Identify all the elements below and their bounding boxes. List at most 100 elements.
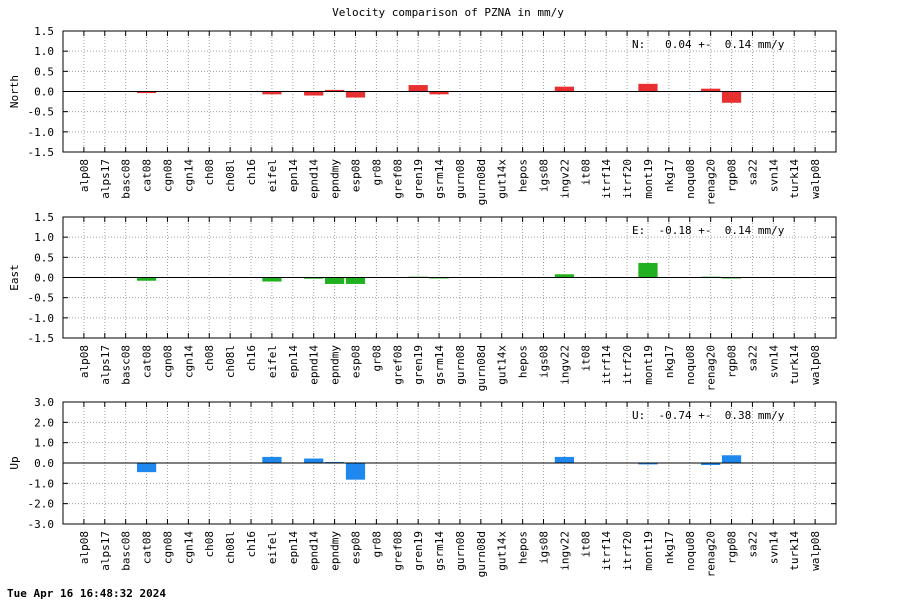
- x-tick-label: gurn08: [454, 159, 467, 199]
- bar-epndmy: [324, 277, 345, 284]
- x-tick-label: sa22: [746, 345, 759, 372]
- bar-ingv22: [554, 456, 575, 463]
- bar-esp08: [345, 277, 366, 284]
- y-tick-label: -1.5: [28, 332, 55, 345]
- x-tick-label: gref08: [391, 159, 404, 199]
- bar-mont19: [638, 262, 658, 278]
- x-tick-label: gurn08d: [475, 345, 488, 391]
- bar-mont19: [638, 83, 658, 92]
- x-tick-label: hepos: [517, 531, 530, 564]
- bar-rgp08: [721, 455, 742, 463]
- x-tick-label: renag20: [705, 159, 718, 205]
- x-tick-label: epnd14: [308, 159, 321, 199]
- x-tick-label: gr08: [370, 531, 383, 558]
- x-tick-label: hepos: [517, 345, 530, 378]
- x-tick-label: gren19: [412, 531, 425, 571]
- bar-eifel: [262, 456, 282, 463]
- bar-renag20: [701, 88, 721, 92]
- y-tick-label: -1.0: [28, 126, 55, 139]
- x-tick-label: walp08: [809, 531, 822, 571]
- x-tick-label: ch08l: [224, 159, 237, 192]
- x-tick-label: cgn08: [161, 159, 174, 192]
- x-tick-label: esp08: [349, 159, 362, 192]
- y-tick-label: 0.0: [34, 272, 54, 285]
- x-tick-label: sa22: [746, 531, 759, 558]
- bar-renag20: [701, 463, 721, 466]
- y-tick-label: -3.0: [28, 518, 55, 531]
- bar-gren19: [408, 85, 428, 92]
- x-tick-label: itrf14: [600, 159, 613, 199]
- y-tick-label: -1.0: [28, 477, 55, 490]
- bar-epnd14: [304, 458, 324, 463]
- y-tick-label: -1.5: [28, 146, 55, 159]
- velocity-annotation: E: -0.18 +- 0.14 mm/y: [632, 224, 785, 237]
- bar-gsrm14: [429, 91, 449, 95]
- x-tick-label: alps17: [99, 159, 112, 199]
- x-tick-label: ingv22: [558, 159, 571, 199]
- bar-epndmy: [324, 89, 345, 92]
- x-tick-label: turk14: [788, 531, 801, 571]
- x-tick-label: noqu08: [684, 531, 697, 571]
- x-tick-label: mont19: [642, 159, 655, 199]
- x-tick-label: gr08: [370, 345, 383, 372]
- bar-eifel: [262, 91, 282, 95]
- x-tick-label: ingv22: [558, 345, 571, 385]
- x-tick-label: gurn08d: [475, 159, 488, 205]
- bar-ingv22: [554, 86, 575, 92]
- x-tick-label: gr08: [370, 159, 383, 186]
- x-tick-label: basc08: [120, 531, 133, 571]
- x-tick-label: gurn08: [454, 345, 467, 385]
- x-tick-label: epnd14: [308, 531, 321, 571]
- x-tick-label: turk14: [788, 159, 801, 199]
- y-tick-label: 1.0: [34, 45, 54, 58]
- bar-epnd14: [304, 277, 324, 279]
- x-tick-label: alps17: [99, 345, 112, 385]
- x-tick-label: epndmy: [329, 531, 342, 571]
- bar-epndmy: [324, 461, 345, 463]
- x-tick-label: cgn08: [161, 345, 174, 378]
- x-tick-label: ch08: [203, 345, 216, 372]
- y-tick-label: 0.5: [34, 65, 54, 78]
- x-tick-label: svn14: [767, 531, 780, 564]
- x-tick-label: ch16: [245, 345, 258, 372]
- y-axis-label: Up: [8, 456, 21, 469]
- x-tick-label: gref08: [391, 531, 404, 571]
- figure-title: Velocity comparison of PZNA in mm/y: [332, 6, 564, 19]
- x-tick-label: alps17: [99, 531, 112, 571]
- y-tick-label: 1.0: [34, 437, 54, 450]
- x-tick-label: ch08: [203, 531, 216, 558]
- x-tick-label: rgp08: [726, 531, 739, 564]
- x-tick-label: epnd14: [308, 345, 321, 385]
- x-tick-label: svn14: [767, 345, 780, 378]
- y-tick-label: -0.5: [28, 106, 55, 119]
- x-tick-label: eifel: [266, 345, 279, 378]
- x-tick-label: gren19: [412, 159, 425, 199]
- x-tick-label: svn14: [767, 159, 780, 192]
- x-tick-label: ch08l: [224, 345, 237, 378]
- x-tick-label: epndmy: [329, 159, 342, 199]
- x-tick-label: hepos: [517, 159, 530, 192]
- x-tick-label: alp08: [78, 531, 91, 564]
- bar-rgp08: [721, 91, 742, 103]
- x-tick-label: sa22: [746, 159, 759, 186]
- x-tick-label: nkg17: [663, 159, 676, 192]
- x-tick-label: gurn08: [454, 531, 467, 571]
- x-tick-label: itrf14: [600, 345, 613, 385]
- x-tick-label: mont19: [642, 531, 655, 571]
- bar-mont19: [638, 463, 658, 465]
- y-tick-label: 1.0: [34, 231, 54, 244]
- bar-cat08: [136, 91, 157, 94]
- x-tick-label: gsrm14: [433, 345, 446, 385]
- x-tick-label: noqu08: [684, 345, 697, 385]
- x-tick-label: eifel: [266, 159, 279, 192]
- x-tick-label: rgp08: [726, 159, 739, 192]
- x-tick-label: cat08: [141, 345, 154, 378]
- bar-esp08: [345, 91, 366, 98]
- x-tick-label: it08: [579, 345, 592, 372]
- velocity-annotation: N: 0.04 +- 0.14 mm/y: [632, 38, 785, 51]
- x-tick-label: igs08: [538, 345, 551, 378]
- chart-panel-east: 1.5 1.0 0.5 0.0 -0.5 -1.0 -1.5 alp08 alps17 basc0…: [8, 211, 837, 391]
- x-tick-label: gsrm14: [433, 159, 446, 199]
- x-tick-label: gsrm14: [433, 531, 446, 571]
